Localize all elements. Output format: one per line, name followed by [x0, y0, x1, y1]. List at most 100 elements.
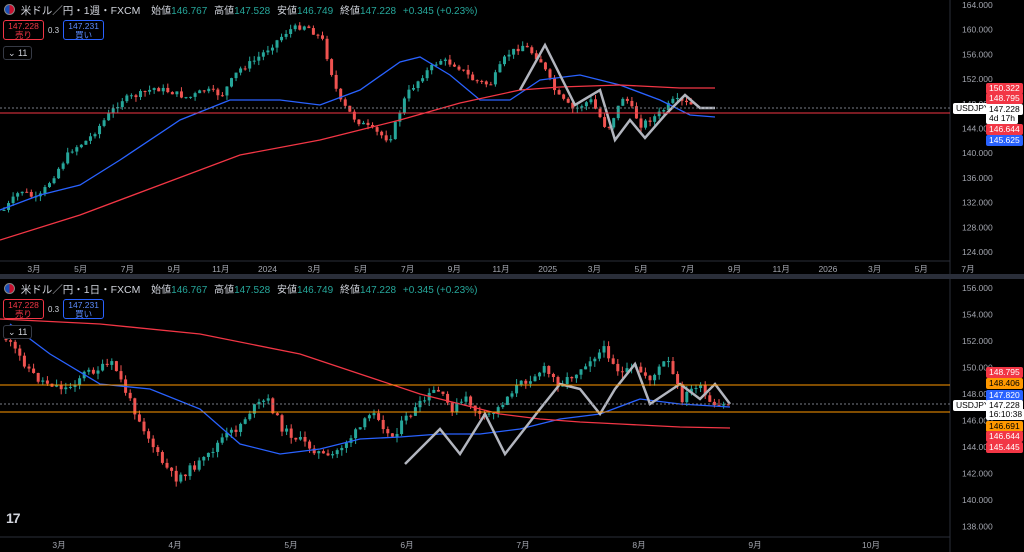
candle-body — [280, 415, 284, 432]
candle-body — [377, 413, 381, 420]
daily-symbol-title[interactable]: 米ドル／円・1日・FXCM — [20, 284, 141, 296]
candle-body — [211, 88, 215, 90]
tradingview-logo[interactable]: 17 — [6, 510, 21, 526]
price-tick-label: 142.000 — [962, 469, 993, 479]
candle-body — [134, 95, 138, 98]
candle-body — [298, 436, 302, 440]
candle-body — [230, 78, 233, 87]
candle-body — [275, 413, 279, 416]
weekly-spread: 0.3 — [48, 25, 60, 35]
daily-spread: 0.3 — [48, 304, 60, 314]
candle-body — [412, 87, 415, 90]
candle-body — [271, 398, 275, 414]
candle-body — [528, 381, 532, 384]
candle-body — [143, 91, 147, 93]
candle-body — [16, 193, 20, 197]
candle-body — [156, 447, 160, 453]
daily-chart-canvas[interactable]: 156.000 154.000 152.000 150.000 148.000 146.0… — [0, 279, 1024, 552]
candle-body — [166, 87, 170, 93]
time-tick-label: 5月 — [284, 540, 297, 550]
daily-buy-button[interactable]: 147.231 買い — [63, 299, 105, 319]
candle-body — [13, 341, 17, 349]
candle-body — [653, 116, 657, 122]
candle-body — [685, 100, 688, 103]
candle-body — [343, 99, 347, 106]
weekly-indicator-collapse-button[interactable]: ⌄ 11 — [3, 46, 33, 60]
candle-body — [29, 191, 33, 197]
candle-body — [107, 113, 111, 121]
candle-body — [170, 92, 174, 95]
zigzag-line — [518, 42, 715, 143]
candle-body — [45, 380, 49, 384]
daily-chart-panel[interactable]: 156.000 154.000 152.000 150.000 148.000 146.0… — [0, 279, 1024, 552]
candle-body — [137, 414, 141, 422]
candle-body — [516, 48, 520, 52]
candle-body — [326, 453, 330, 456]
candle-body — [566, 98, 570, 103]
candle-body — [284, 33, 288, 37]
daily-symbol-tag: USDJPY — [953, 400, 993, 411]
candle-body — [530, 47, 534, 54]
pane-divider[interactable] — [0, 274, 1024, 279]
weekly-symbol-title[interactable]: 米ドル／円・1週・FXCM — [20, 5, 141, 17]
candle-body — [507, 54, 511, 57]
candle-body — [289, 29, 293, 34]
daily-ohlc: 始値146.767 高値147.528 安値146.749 終値147.228 … — [151, 285, 478, 296]
candle-body — [197, 460, 201, 470]
candle-body — [96, 370, 100, 374]
candle-body — [480, 80, 484, 82]
price-tick-label: 152.000 — [962, 74, 993, 84]
candle-body — [193, 465, 197, 470]
candle-body — [334, 74, 338, 89]
weekly-sell-button[interactable]: 147.228 売り — [3, 20, 44, 40]
candle-body — [680, 384, 684, 403]
candle-body — [630, 100, 634, 107]
candle-body — [307, 26, 311, 29]
candle-body — [398, 113, 402, 122]
candle-body — [357, 119, 361, 125]
candle-body — [157, 88, 161, 92]
candle-body — [616, 105, 620, 119]
candle-body — [648, 120, 652, 122]
weekly-chart-canvas[interactable]: 164.000160.000156.000152.000148.000144.0… — [0, 0, 1024, 274]
daily-sell-button[interactable]: 147.228 売り — [3, 299, 44, 319]
candle-body — [589, 99, 593, 103]
candle-body — [643, 372, 647, 376]
price-tick-label: 144.000 — [962, 124, 993, 134]
candle-body — [441, 391, 445, 394]
candle-body — [487, 413, 491, 415]
candle-body — [257, 56, 261, 61]
candle-body — [525, 45, 529, 48]
candle-body — [574, 374, 578, 379]
candle-body — [722, 404, 726, 406]
candle-body — [79, 144, 83, 148]
candle-body — [111, 108, 115, 114]
candle-body — [625, 98, 629, 101]
candle-body — [386, 429, 390, 434]
weekly-chart-panel[interactable]: 164.000160.000156.000152.000148.000144.0… — [0, 0, 1024, 274]
weekly-buy-button[interactable]: 147.231 買い — [63, 20, 105, 40]
price-tick-label: 150.000 — [962, 363, 993, 373]
candle-body — [87, 369, 91, 372]
candle-body — [492, 412, 496, 414]
candle-body — [439, 60, 443, 65]
price-tick-label: 160.000 — [962, 25, 993, 35]
candle-body — [252, 404, 256, 414]
candle-body — [553, 77, 557, 91]
candle-body — [266, 398, 270, 401]
candle-body — [239, 68, 243, 73]
price-axis-label: 147.228 — [986, 104, 1023, 115]
candle-body — [416, 81, 420, 88]
daily-indicator-collapse-button[interactable]: ⌄ 11 — [3, 325, 33, 339]
price-axis-label: 16:10:38 — [986, 409, 1024, 420]
candle-body — [128, 392, 132, 399]
candle-body — [570, 377, 574, 379]
candle-body — [78, 378, 82, 385]
price-axis-label: 145.445 — [986, 442, 1023, 453]
time-tick-label: 3月 — [588, 264, 601, 274]
candle-body — [423, 400, 427, 402]
zigzag-line — [404, 361, 731, 465]
candle-body — [101, 363, 105, 371]
candle-body — [542, 366, 546, 373]
price-axis-label: 146.691 — [986, 421, 1023, 432]
